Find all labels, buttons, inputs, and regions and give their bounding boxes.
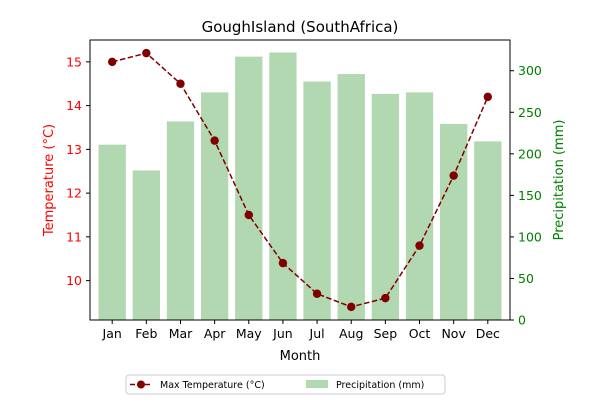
legend-line-marker xyxy=(137,380,145,389)
temp-point-oct xyxy=(415,241,424,250)
left-axis-label: Temperature (°C) xyxy=(42,124,57,237)
temp-point-feb xyxy=(142,48,151,58)
x-axis-label: Month xyxy=(280,349,321,364)
x-tick-label: Jun xyxy=(272,326,293,341)
precip-bar-apr xyxy=(200,92,229,321)
right-tick-label: 200 xyxy=(518,146,542,161)
precip-bar-feb xyxy=(132,170,160,320)
plot-frame xyxy=(89,39,511,321)
right-tick-label: 150 xyxy=(518,188,542,203)
precip-bar-mar xyxy=(166,121,195,320)
temp-point-jul xyxy=(312,289,322,298)
x-tick-label: Feb xyxy=(135,326,157,341)
precip-bar-aug xyxy=(337,74,365,321)
x-tick-label: Sep xyxy=(374,326,398,341)
precip-bar-dec xyxy=(474,141,502,320)
x-axis-ticks: Jan Feb Mar Apr May Jun Jul Aug Sep Oct Nov Dec xyxy=(102,320,500,341)
legend-label-temperature: Max Temperature (°C) xyxy=(160,380,265,391)
precip-bar-oct xyxy=(405,92,434,321)
temp-point-sep xyxy=(381,293,390,303)
left-tick-label: 15 xyxy=(66,54,82,69)
temp-point-jun xyxy=(278,258,288,268)
right-axis-ticks: 0 50 100 150 200 250 300 xyxy=(510,63,542,328)
left-tick-label: 13 xyxy=(66,142,82,157)
precip-bar-jan xyxy=(98,144,126,320)
temp-point-aug xyxy=(347,302,356,312)
left-tick-label: 14 xyxy=(66,98,82,113)
temp-point-may xyxy=(244,210,253,220)
left-tick-label: 11 xyxy=(66,229,82,244)
x-tick-label: Aug xyxy=(339,326,363,341)
temperature-line-path xyxy=(112,52,489,308)
right-tick-label: 0 xyxy=(518,313,526,328)
right-tick-label: 100 xyxy=(518,229,542,244)
x-tick-label: Oct xyxy=(409,326,431,341)
temp-point-dec xyxy=(483,92,493,102)
precip-bar-jun xyxy=(269,52,297,320)
legend-box xyxy=(125,374,446,395)
x-tick-label: Apr xyxy=(204,326,226,341)
temp-point-apr xyxy=(210,136,219,145)
precip-bar-jul xyxy=(303,81,331,320)
left-axis-ticks: 10 11 12 13 14 15 xyxy=(66,54,90,288)
left-tick-label: 10 xyxy=(66,273,82,288)
chart-title: GoughIsland (SouthAfrica) xyxy=(202,18,399,36)
right-tick-label: 300 xyxy=(518,63,542,78)
precip-bar-may xyxy=(235,56,263,320)
temp-point-mar xyxy=(176,79,185,88)
legend-bar-swatch xyxy=(306,380,328,388)
right-tick-label: 250 xyxy=(518,105,542,120)
precip-bar-nov xyxy=(440,123,468,320)
x-tick-label: Jan xyxy=(102,326,122,341)
precipitation-bars xyxy=(98,52,502,321)
right-axis-label: Precipitation (mm) xyxy=(552,120,567,241)
left-tick-label: 12 xyxy=(66,186,82,201)
temp-point-nov xyxy=(449,171,458,180)
x-tick-label: Jul xyxy=(309,326,325,341)
right-tick-label: 50 xyxy=(518,271,534,286)
temp-point-jan xyxy=(107,57,117,67)
legend: Max Temperature (°C) Precipitation (mm) xyxy=(125,374,446,395)
legend-label-precipitation: Precipitation (mm) xyxy=(336,380,424,391)
x-tick-label: Dec xyxy=(476,326,500,341)
x-tick-label: Mar xyxy=(169,326,193,341)
temperature-line xyxy=(107,48,493,312)
x-tick-label: May xyxy=(236,326,262,341)
x-tick-label: Nov xyxy=(441,326,466,341)
precip-bar-sep xyxy=(371,94,400,320)
